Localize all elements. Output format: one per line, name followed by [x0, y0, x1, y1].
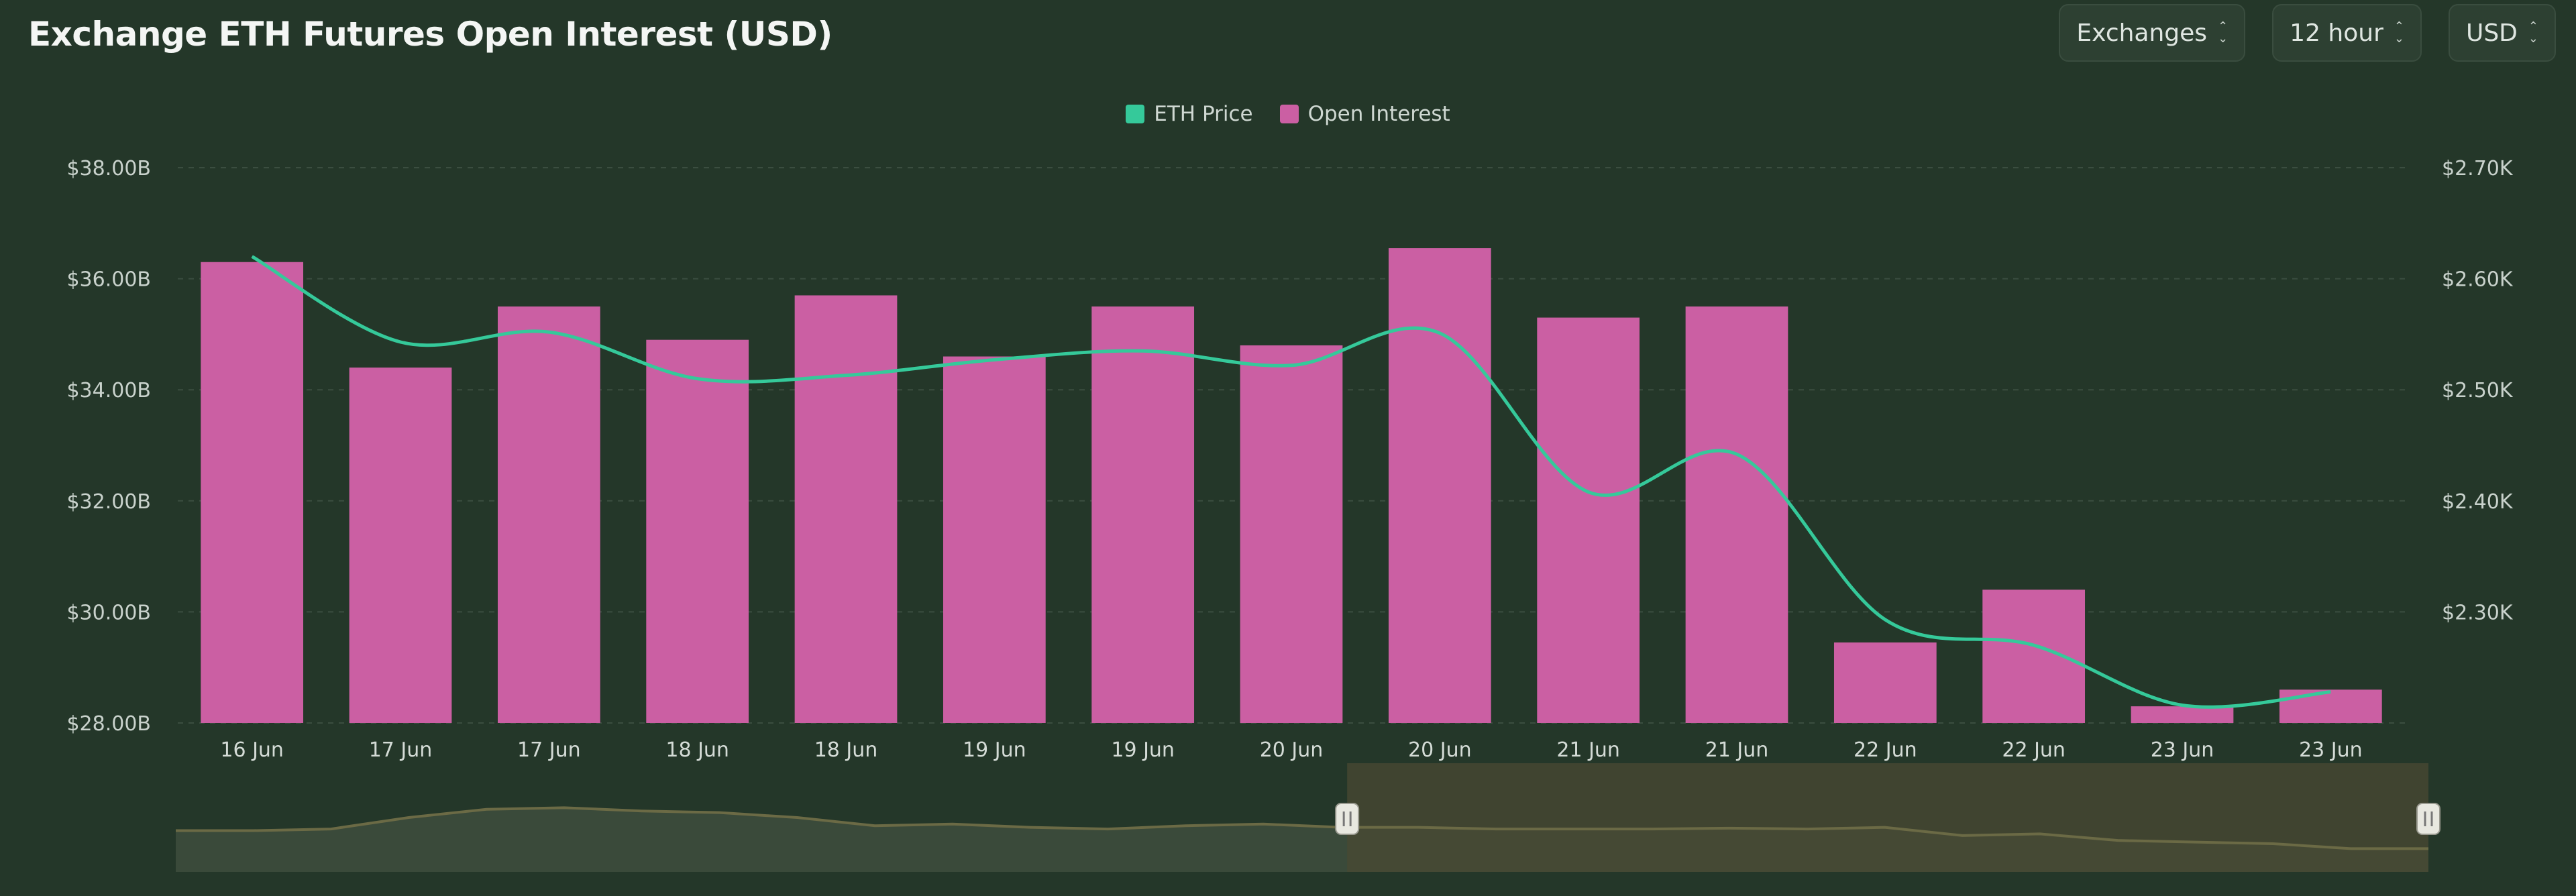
x-tick-label: 19 Jun — [963, 738, 1026, 762]
x-tick-label: 19 Jun — [1111, 738, 1175, 762]
navigator-handle[interactable] — [2416, 803, 2440, 835]
legend-label-open-interest: Open Interest — [1307, 102, 1450, 126]
navigator-line — [176, 806, 2428, 850]
navigator-selection[interactable] — [1347, 763, 2428, 872]
open-interest-bar[interactable] — [1982, 590, 2086, 723]
y-left-tick-label: $32.00B — [66, 490, 151, 514]
x-tick-label: 18 Jun — [814, 738, 878, 762]
open-interest-bar[interactable] — [1833, 642, 1937, 723]
x-tick-label: 21 Jun — [1556, 738, 1620, 762]
open-interest-bar[interactable] — [201, 262, 304, 723]
open-interest-bar[interactable] — [1240, 345, 1343, 723]
legend-item-open-interest[interactable]: Open Interest — [1279, 102, 1450, 126]
legend-swatch-open-interest — [1279, 105, 1299, 123]
y-left-tick-label: $28.00B — [66, 712, 151, 736]
y-right-tick-label: $2.50K — [2442, 379, 2514, 402]
open-interest-bar[interactable] — [1537, 317, 1640, 723]
open-interest-bar[interactable] — [2131, 706, 2234, 723]
interval-select[interactable]: 12 hour ⌃ ⌄ — [2272, 4, 2422, 62]
y-right-tick-label: $2.70K — [2442, 157, 2514, 180]
sort-chevrons-icon: ⌃ ⌄ — [2528, 19, 2538, 46]
sort-chevrons-icon: ⌃ ⌄ — [2218, 19, 2229, 46]
sort-chevrons-icon: ⌃ ⌄ — [2394, 19, 2404, 46]
y-right-tick-label: $2.30K — [2442, 601, 2514, 624]
open-interest-bar[interactable] — [943, 356, 1046, 723]
open-interest-bar[interactable] — [1685, 306, 1788, 723]
x-tick-label: 18 Jun — [665, 738, 729, 762]
legend-item-eth-price[interactable]: ETH Price — [1126, 102, 1253, 126]
legend-label-eth-price: ETH Price — [1154, 102, 1253, 126]
x-tick-label: 22 Jun — [2002, 738, 2065, 762]
range-navigator[interactable] — [176, 763, 2440, 872]
open-interest-bar[interactable] — [646, 339, 749, 723]
open-interest-bar[interactable] — [349, 368, 452, 723]
open-interest-bar[interactable] — [1091, 306, 1195, 723]
chart-controls: Exchanges ⌃ ⌄ 12 hour ⌃ ⌄ USD ⌃ ⌄ — [2059, 4, 2556, 62]
y-left-tick-label: $36.00B — [66, 268, 151, 292]
y-left-tick-label: $34.00B — [66, 379, 151, 402]
x-tick-label: 17 Jun — [369, 738, 433, 762]
x-tick-label: 20 Jun — [1408, 738, 1472, 762]
currency-select-label: USD — [2465, 19, 2518, 47]
open-interest-bar[interactable] — [2279, 689, 2382, 723]
y-left-tick-label: $30.00B — [66, 601, 151, 624]
y-right-tick-label: $2.60K — [2442, 268, 2514, 292]
open-interest-bar[interactable] — [497, 306, 600, 723]
y-left-tick-label: $38.00B — [66, 157, 151, 180]
x-tick-label: 20 Jun — [1260, 738, 1324, 762]
x-tick-label: 16 Jun — [220, 738, 284, 762]
chart-legend: ETH Price Open Interest — [0, 102, 2576, 126]
eth-price-line — [251, 255, 2331, 709]
x-tick-label: 21 Jun — [1705, 738, 1769, 762]
legend-swatch-eth-price — [1126, 105, 1145, 123]
exchanges-select[interactable]: Exchanges ⌃ ⌄ — [2059, 4, 2246, 62]
page-title: Exchange ETH Futures Open Interest (USD) — [28, 15, 833, 54]
x-tick-label: 17 Jun — [517, 738, 581, 762]
y-right-tick-label: $2.40K — [2442, 490, 2514, 514]
interval-select-label: 12 hour — [2290, 19, 2383, 47]
navigator-handle[interactable] — [1335, 803, 1360, 835]
exchanges-select-label: Exchanges — [2076, 19, 2208, 47]
x-tick-label: 23 Jun — [2151, 738, 2214, 762]
x-tick-label: 23 Jun — [2299, 738, 2363, 762]
open-interest-bar[interactable] — [1388, 248, 1491, 723]
x-tick-label: 22 Jun — [1854, 738, 1917, 762]
currency-select[interactable]: USD ⌃ ⌄ — [2448, 4, 2556, 62]
open-interest-bar[interactable] — [794, 295, 898, 723]
